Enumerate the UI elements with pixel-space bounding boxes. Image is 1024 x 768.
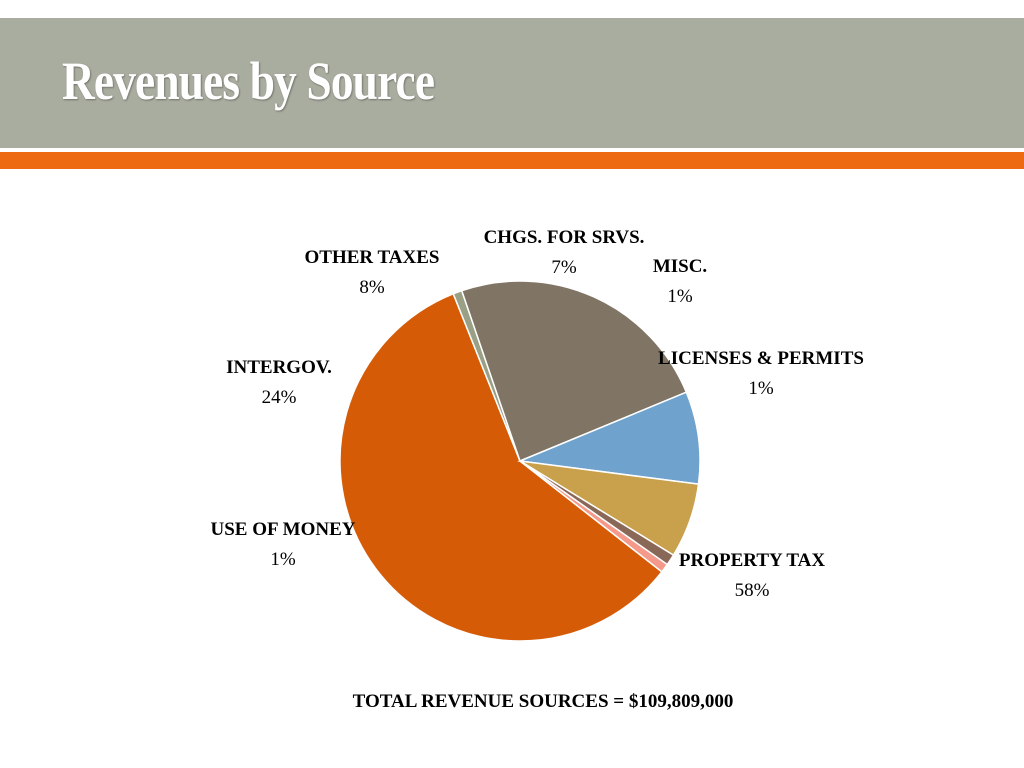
title-bar bbox=[0, 18, 1024, 148]
slice-label-intergov: INTERGOV. 24% bbox=[226, 357, 332, 408]
slice-label-value: 1% bbox=[748, 378, 774, 399]
slice-label-name: OTHER TAXES bbox=[305, 247, 440, 268]
slice-label-chgs-for-srvs: CHGS. FOR SRVS. 7% bbox=[484, 227, 645, 278]
slice-label-name: MISC. bbox=[653, 256, 707, 277]
slice-label-name: CHGS. FOR SRVS. bbox=[484, 227, 645, 248]
pie-slice-other-taxes bbox=[517, 391, 701, 486]
slice-label-value: 24% bbox=[262, 387, 297, 408]
slice-label-name: PROPERTY TAX bbox=[679, 550, 826, 571]
slice-label-value: 8% bbox=[359, 277, 385, 298]
pie-slice-property-tax bbox=[339, 292, 663, 642]
slice-label-property-tax: PROPERTY TAX 58% bbox=[679, 550, 826, 601]
slice-label-value: 7% bbox=[551, 257, 577, 278]
slice-label-licenses-permits: LICENSES & PERMITS 1% bbox=[658, 348, 864, 399]
slice-label-misc: MISC. 1% bbox=[653, 256, 707, 307]
slice-label-name: INTERGOV. bbox=[226, 357, 332, 378]
slice-label-other-taxes: OTHER TAXES 8% bbox=[305, 247, 440, 298]
pie-slice-intergov bbox=[460, 280, 688, 462]
slice-label-value: 58% bbox=[735, 580, 770, 601]
slice-label-use-of-money: USE OF MONEY 1% bbox=[211, 519, 356, 570]
pie-slices bbox=[339, 280, 701, 642]
slice-label-name: USE OF MONEY bbox=[211, 519, 356, 540]
accent-band bbox=[0, 152, 1024, 169]
slice-label-value: 1% bbox=[270, 549, 296, 570]
total-revenue-footnote: TOTAL REVENUE SOURCES = $109,809,000 bbox=[353, 691, 734, 712]
pie-slice-licenses-permits bbox=[519, 460, 669, 573]
slide-title: Revenues by Source bbox=[62, 51, 435, 111]
slice-label-name: LICENSES & PERMITS bbox=[658, 348, 864, 369]
slice-label-value: 1% bbox=[667, 286, 693, 307]
